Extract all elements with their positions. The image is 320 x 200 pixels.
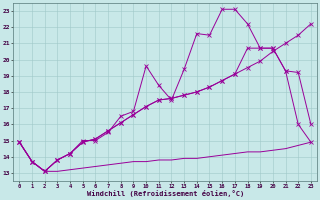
X-axis label: Windchill (Refroidissement éolien,°C): Windchill (Refroidissement éolien,°C) — [86, 190, 244, 197]
